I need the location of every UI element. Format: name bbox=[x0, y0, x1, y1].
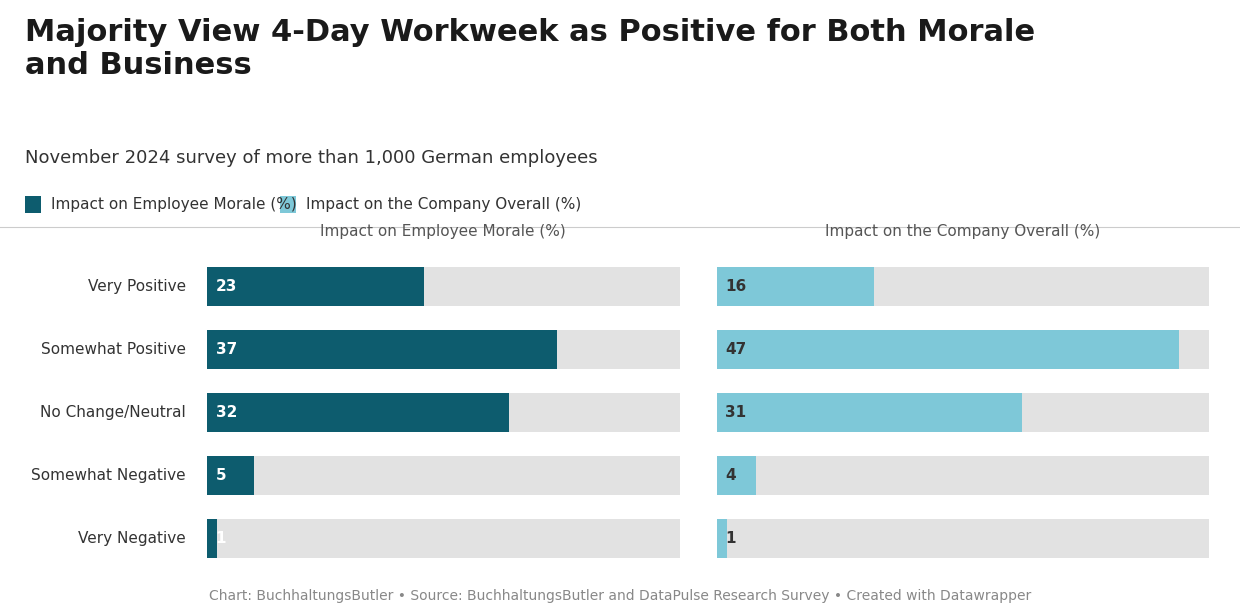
Text: November 2024 survey of more than 1,000 German employees: November 2024 survey of more than 1,000 … bbox=[25, 149, 598, 168]
FancyBboxPatch shape bbox=[717, 393, 1209, 432]
FancyBboxPatch shape bbox=[25, 196, 41, 213]
FancyBboxPatch shape bbox=[207, 330, 680, 369]
Text: 47: 47 bbox=[725, 342, 746, 357]
FancyBboxPatch shape bbox=[717, 519, 727, 558]
FancyBboxPatch shape bbox=[207, 519, 217, 558]
FancyBboxPatch shape bbox=[717, 330, 1209, 369]
Text: 32: 32 bbox=[216, 405, 237, 420]
Text: Very Negative: Very Negative bbox=[78, 531, 186, 547]
FancyBboxPatch shape bbox=[280, 196, 296, 213]
Text: 1: 1 bbox=[725, 531, 735, 547]
Text: 5: 5 bbox=[216, 468, 227, 483]
FancyBboxPatch shape bbox=[207, 393, 510, 432]
Text: 23: 23 bbox=[216, 279, 237, 294]
FancyBboxPatch shape bbox=[207, 456, 680, 495]
FancyBboxPatch shape bbox=[207, 267, 680, 306]
FancyBboxPatch shape bbox=[717, 456, 756, 495]
Text: Impact on the Company Overall (%): Impact on the Company Overall (%) bbox=[306, 197, 582, 212]
FancyBboxPatch shape bbox=[207, 330, 557, 369]
FancyBboxPatch shape bbox=[717, 330, 1179, 369]
Text: Majority View 4-Day Workweek as Positive for Both Morale
and Business: Majority View 4-Day Workweek as Positive… bbox=[25, 18, 1035, 80]
FancyBboxPatch shape bbox=[717, 267, 1209, 306]
Text: Somewhat Negative: Somewhat Negative bbox=[31, 468, 186, 483]
Text: Impact on the Company Overall (%): Impact on the Company Overall (%) bbox=[826, 224, 1100, 239]
Text: Impact on Employee Morale (%): Impact on Employee Morale (%) bbox=[320, 224, 567, 239]
Text: No Change/Neutral: No Change/Neutral bbox=[40, 405, 186, 420]
Text: 4: 4 bbox=[725, 468, 737, 483]
FancyBboxPatch shape bbox=[207, 267, 424, 306]
FancyBboxPatch shape bbox=[207, 456, 254, 495]
Text: Impact on Employee Morale (%): Impact on Employee Morale (%) bbox=[51, 197, 296, 212]
FancyBboxPatch shape bbox=[717, 267, 874, 306]
Text: Very Positive: Very Positive bbox=[88, 279, 186, 294]
FancyBboxPatch shape bbox=[717, 519, 1209, 558]
Text: 37: 37 bbox=[216, 342, 237, 357]
FancyBboxPatch shape bbox=[717, 393, 1022, 432]
FancyBboxPatch shape bbox=[717, 456, 1209, 495]
Text: 1: 1 bbox=[216, 531, 226, 547]
Text: 31: 31 bbox=[725, 405, 746, 420]
FancyBboxPatch shape bbox=[207, 519, 680, 558]
Text: Somewhat Positive: Somewhat Positive bbox=[41, 342, 186, 357]
Text: Chart: BuchhaltungsButler • Source: BuchhaltungsButler and DataPulse Research Su: Chart: BuchhaltungsButler • Source: Buch… bbox=[208, 589, 1032, 603]
Text: 16: 16 bbox=[725, 279, 746, 294]
FancyBboxPatch shape bbox=[207, 393, 680, 432]
